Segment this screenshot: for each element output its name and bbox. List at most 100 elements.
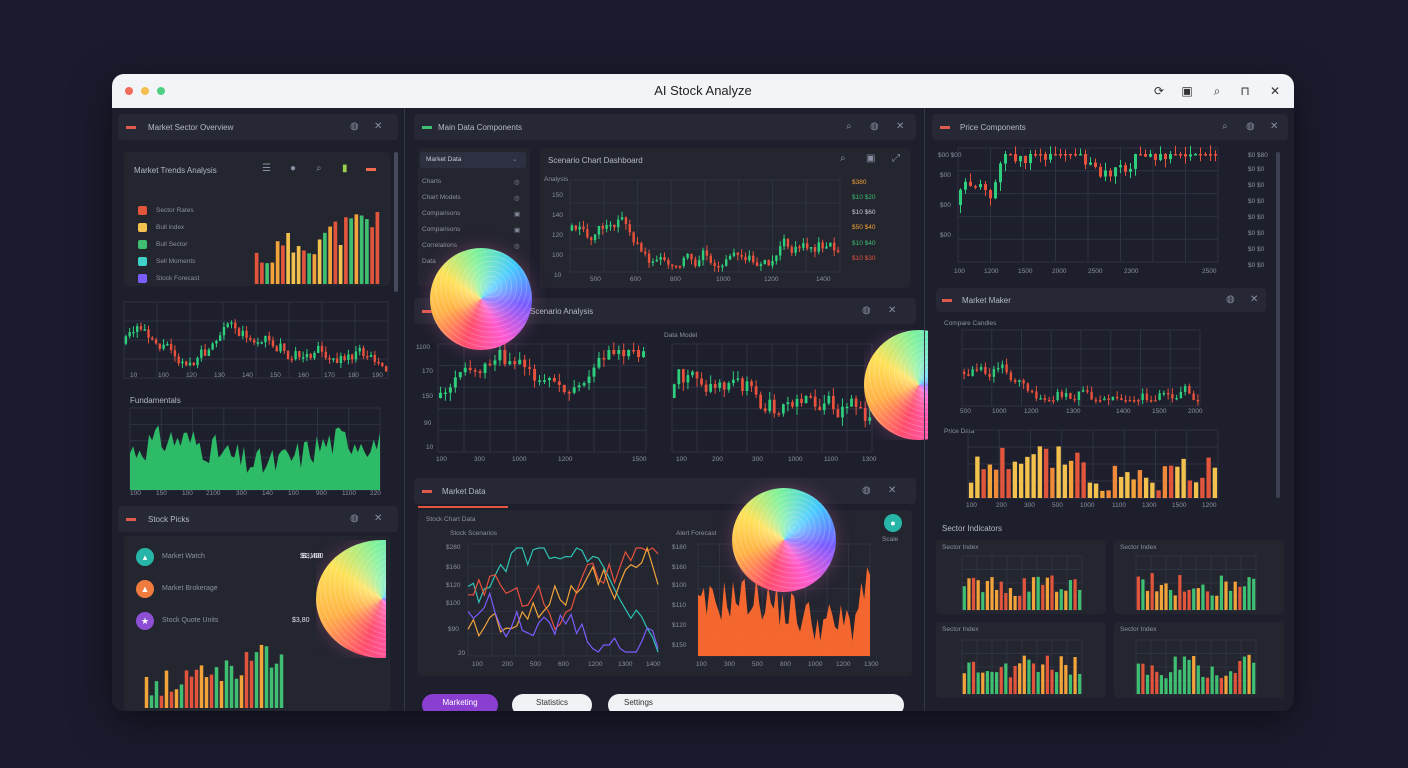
- globe-icon[interactable]: ◍: [870, 121, 879, 132]
- bar: [224, 660, 229, 708]
- refresh-icon[interactable]: ⟳: [1153, 84, 1165, 98]
- close-window-button[interactable]: [125, 87, 133, 95]
- candle: [339, 356, 343, 364]
- series-line: [467, 547, 659, 631]
- close-icon[interactable]: ✕: [1269, 84, 1281, 98]
- close-icon[interactable]: ✕: [374, 121, 383, 132]
- axis-tick: 1100: [342, 490, 356, 497]
- bar: [159, 695, 164, 708]
- list-item[interactable]: Data: [422, 258, 436, 265]
- candle: [1171, 394, 1174, 399]
- expand-icon[interactable]: ⤢: [892, 153, 900, 164]
- maximize-window-button[interactable]: [157, 87, 165, 95]
- bar: [1242, 586, 1247, 610]
- search-icon[interactable]: ⌕: [1213, 84, 1221, 98]
- candle: [698, 260, 701, 266]
- notification-icon[interactable]: ▬: [366, 163, 376, 174]
- bar: [260, 262, 264, 284]
- candle: [775, 255, 778, 261]
- globe-icon[interactable]: ◍: [1226, 294, 1235, 305]
- statistics-button[interactable]: Statistics: [512, 694, 592, 711]
- marketing-button[interactable]: Marketing: [422, 694, 498, 711]
- bar: [1164, 583, 1168, 610]
- fire-icon: ▲: [136, 580, 154, 598]
- chart-icon[interactable]: ▮: [342, 163, 348, 174]
- candle: [863, 407, 867, 421]
- close-icon[interactable]: ✕: [374, 513, 383, 524]
- bar: [995, 589, 999, 610]
- candle: [677, 369, 681, 385]
- candle: [1124, 165, 1127, 172]
- search-icon[interactable]: ⌕: [846, 121, 852, 132]
- price-tag: $0 $80: [1248, 152, 1268, 159]
- list-item[interactable]: Comparisons: [422, 210, 461, 217]
- left-scrollbar[interactable]: [394, 152, 398, 292]
- bar: [1008, 677, 1013, 694]
- axis-tick: 10: [426, 444, 434, 451]
- candle: [818, 406, 822, 411]
- candle: [850, 398, 853, 407]
- axis-tick: 1200: [1024, 408, 1039, 415]
- search-icon[interactable]: ⌕: [1222, 121, 1228, 132]
- axis-tick: $120: [672, 622, 687, 629]
- bookmark-icon[interactable]: ⊓: [1240, 84, 1250, 98]
- bar: [1169, 672, 1173, 694]
- search-icon[interactable]: ⌕: [840, 153, 846, 164]
- close-icon[interactable]: ✕: [1270, 121, 1279, 132]
- candle: [813, 247, 817, 252]
- candle: [347, 354, 350, 360]
- candle: [777, 413, 781, 415]
- list-item[interactable]: Comparisons: [422, 226, 461, 233]
- bar: [999, 581, 1003, 610]
- calendar-icon[interactable]: ▣: [1181, 84, 1193, 98]
- globe-icon[interactable]: ◍: [862, 485, 871, 496]
- bar: [1150, 573, 1154, 610]
- list-item[interactable]: Charts: [422, 178, 442, 185]
- list-item[interactable]: Chart Models: [422, 194, 461, 201]
- calendar-icon[interactable]: ▣: [866, 153, 876, 164]
- close-icon[interactable]: ✕: [888, 485, 897, 496]
- decorative-sphere: [864, 330, 928, 440]
- bar: [1136, 576, 1140, 610]
- search-icon[interactable]: ⌕: [316, 163, 322, 174]
- bar: [1162, 466, 1168, 498]
- candle: [798, 246, 801, 249]
- candle: [1183, 386, 1187, 392]
- left-panel-header: ▬ Market Sector Overview ◍ ✕: [118, 114, 398, 140]
- bar: [234, 678, 239, 708]
- alert-icon[interactable]: ●: [290, 163, 297, 174]
- bar: [1187, 589, 1191, 610]
- close-icon[interactable]: ✕: [1250, 294, 1259, 305]
- candle: [1044, 154, 1047, 160]
- candle: [332, 358, 335, 360]
- candle: [1001, 364, 1004, 369]
- right-scrollbar[interactable]: [1276, 152, 1280, 498]
- settings-icon[interactable]: ◍: [350, 121, 359, 132]
- globe-icon[interactable]: ◍: [862, 305, 871, 316]
- minimize-window-button[interactable]: [141, 87, 149, 95]
- candle: [1204, 154, 1207, 156]
- globe-icon[interactable]: ◍: [1246, 121, 1255, 132]
- filter-icon[interactable]: ☰: [262, 163, 271, 174]
- candle: [802, 243, 805, 248]
- candle: [577, 385, 581, 388]
- settings-button[interactable]: Settings: [608, 694, 904, 711]
- close-icon[interactable]: ✕: [896, 121, 905, 132]
- candle: [1047, 400, 1051, 402]
- list-item[interactable]: Correlations: [422, 242, 458, 249]
- axis-tick: 200: [502, 661, 513, 668]
- market-data-dropdown[interactable]: Market Data ⌄: [420, 152, 526, 168]
- candle: [992, 369, 996, 377]
- axis-tick: 2300: [1124, 268, 1139, 275]
- axis-tick: 100: [966, 502, 977, 509]
- close-icon[interactable]: ✕: [888, 305, 897, 316]
- market-maker-line-chart: [961, 329, 1201, 407]
- settings-icon[interactable]: ◍: [350, 513, 359, 524]
- candle: [628, 224, 631, 233]
- candle: [162, 344, 165, 349]
- candle: [786, 402, 790, 405]
- candle: [377, 361, 380, 364]
- scale-icon[interactable]: ●: [884, 514, 902, 532]
- candle: [829, 242, 832, 247]
- candle: [727, 383, 731, 390]
